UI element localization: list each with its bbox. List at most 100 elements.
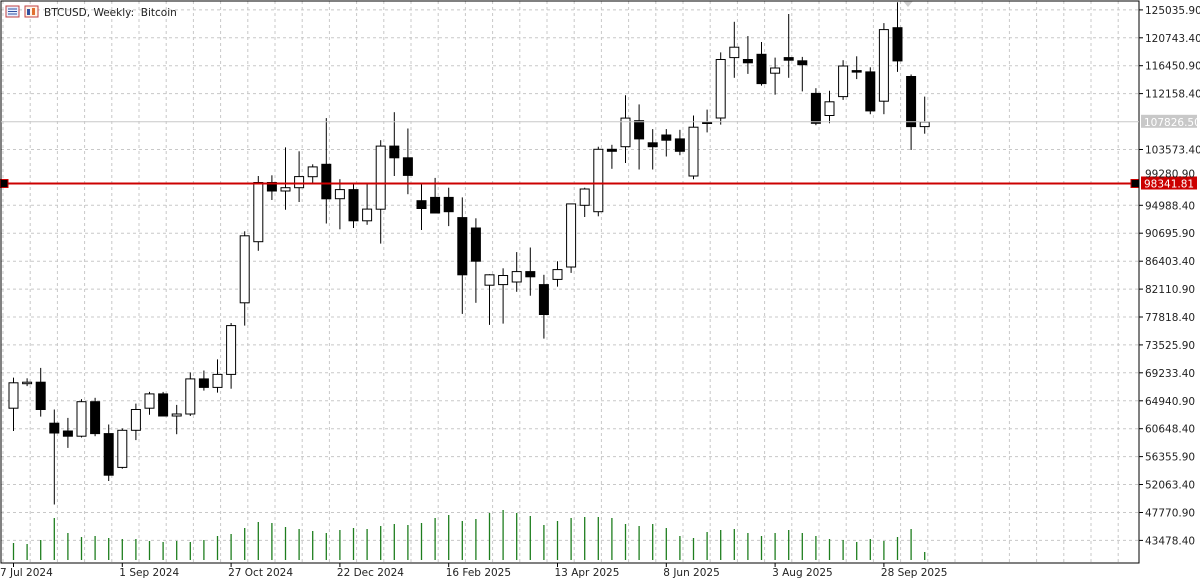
hline-price-tag[interactable] <box>1141 176 1197 190</box>
candle-body-bull <box>919 121 930 128</box>
frame-layer <box>0 0 1140 564</box>
candle-body-bear <box>457 217 468 276</box>
candle[interactable] <box>103 424 114 482</box>
hline-right-handle[interactable] <box>1130 179 1140 188</box>
date-label: 22 Dec 2024 <box>337 567 404 579</box>
hline-price-label: 98341.81 <box>1144 179 1194 191</box>
candle[interactable] <box>185 372 196 416</box>
candle-body-bear <box>742 59 753 64</box>
candle[interactable] <box>715 52 726 125</box>
candle[interactable] <box>212 359 223 393</box>
candle-body-bear <box>470 227 481 262</box>
candle[interactable] <box>647 129 658 170</box>
candle[interactable] <box>144 391 155 415</box>
candle[interactable] <box>76 399 87 438</box>
shift-marker-icon[interactable] <box>903 1 913 7</box>
candle[interactable] <box>253 176 264 251</box>
candle[interactable] <box>334 179 345 230</box>
candle[interactable] <box>634 104 645 170</box>
candle[interactable] <box>280 147 291 210</box>
grid-layer <box>1 1 1139 563</box>
volume-layer <box>12 510 926 560</box>
candle[interactable] <box>117 428 128 469</box>
date-label: 3 Aug 2025 <box>772 567 833 579</box>
horizontal-line-layer[interactable]: 98341.81 <box>0 1 1197 191</box>
candle-body-bull <box>498 275 509 286</box>
candle[interactable] <box>158 391 169 417</box>
candle[interactable] <box>674 129 685 156</box>
candle[interactable] <box>307 164 318 184</box>
candle[interactable] <box>348 182 359 229</box>
candle[interactable] <box>851 56 862 80</box>
candle[interactable] <box>538 274 549 339</box>
candle[interactable] <box>552 261 563 287</box>
candle[interactable] <box>688 115 699 180</box>
candle[interactable] <box>443 187 454 227</box>
price-label: 43478.40 <box>1145 535 1195 547</box>
price-axis[interactable]: 125035.90 120743.40 116450.90 112158.40 1035… <box>1 5 1200 548</box>
price-label: 103573.40 <box>1145 145 1200 157</box>
candle[interactable] <box>375 140 386 244</box>
candle[interactable] <box>661 129 672 157</box>
candle-body-bear <box>674 138 685 152</box>
candle[interactable] <box>416 182 427 231</box>
price-label: 73525.90 <box>1145 340 1195 352</box>
candle[interactable] <box>498 268 509 324</box>
candle-body-bear <box>906 76 917 128</box>
candle-layer[interactable] <box>8 2 930 505</box>
candle[interactable] <box>865 67 876 115</box>
candle[interactable] <box>566 203 577 273</box>
candle-body-bull <box>484 274 495 286</box>
candle-body-bull <box>130 409 141 431</box>
candle[interactable] <box>8 377 19 431</box>
candle[interactable] <box>226 323 237 389</box>
candle[interactable] <box>35 367 46 417</box>
candle[interactable] <box>742 36 753 74</box>
candle[interactable] <box>525 247 536 296</box>
candle[interactable] <box>321 118 332 224</box>
candle[interactable] <box>838 60 849 100</box>
candle[interactable] <box>457 197 468 314</box>
candle[interactable] <box>511 252 522 292</box>
candle[interactable] <box>810 88 821 126</box>
candle-body-bull <box>688 126 699 177</box>
candle[interactable] <box>49 409 60 505</box>
object-list-icon[interactable] <box>24 5 39 18</box>
candle[interactable] <box>783 14 794 78</box>
candle[interactable] <box>130 403 141 441</box>
candle-body-bull <box>239 235 250 304</box>
candle[interactable] <box>90 397 101 437</box>
candle[interactable] <box>729 21 740 78</box>
candle[interactable] <box>22 378 33 387</box>
price-label: 86403.40 <box>1145 256 1195 268</box>
candle[interactable] <box>878 23 889 115</box>
date-label: 27 Oct 2024 <box>228 567 293 579</box>
indicators-list-icon[interactable] <box>5 5 20 18</box>
candle[interactable] <box>239 231 250 326</box>
candle[interactable] <box>770 57 781 95</box>
candle[interactable] <box>198 370 209 391</box>
candle[interactable] <box>620 95 631 163</box>
candle-body-bull <box>579 188 590 206</box>
candle[interactable] <box>797 56 808 92</box>
candle[interactable] <box>824 90 835 124</box>
candle[interactable] <box>362 183 373 225</box>
candle[interactable] <box>756 42 767 86</box>
date-axis[interactable]: 7 Jul 2024 1 Sep 2024 27 Oct 2024 22 Dec 20… <box>0 563 947 579</box>
candle[interactable] <box>892 2 903 72</box>
candle[interactable] <box>294 151 305 202</box>
candle[interactable] <box>470 218 481 303</box>
candle[interactable] <box>906 74 917 151</box>
candle[interactable] <box>62 417 73 448</box>
candle-body-bull <box>620 117 631 148</box>
candle[interactable] <box>484 274 495 325</box>
candle-body-bear <box>321 163 332 200</box>
candle[interactable] <box>389 112 400 176</box>
candle[interactable] <box>171 404 182 435</box>
candle[interactable] <box>593 146 604 217</box>
candle[interactable] <box>606 144 617 169</box>
hline-left-handle[interactable] <box>0 179 9 188</box>
candle[interactable] <box>579 187 590 217</box>
